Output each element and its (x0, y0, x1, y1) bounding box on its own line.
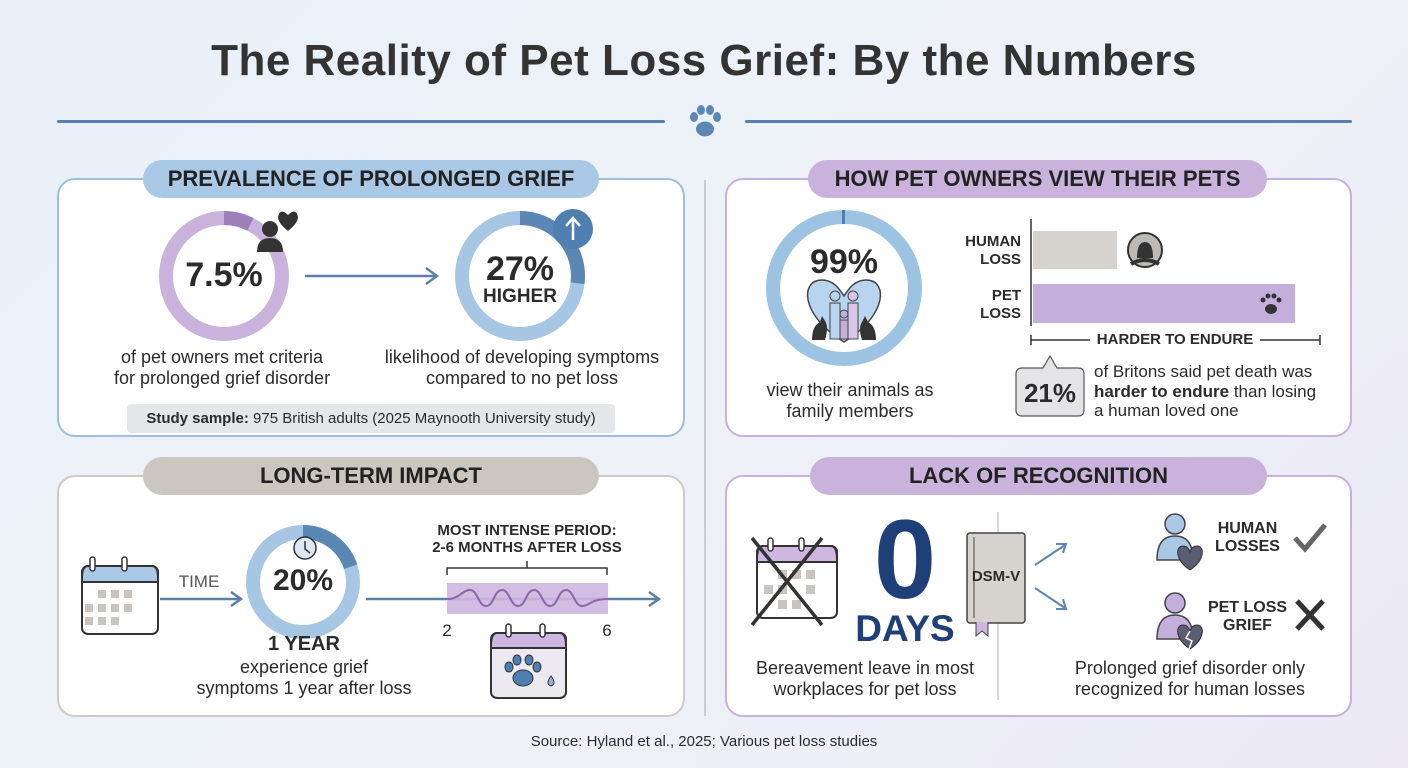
person-icon (1127, 232, 1163, 268)
broken-heart-person-icon (257, 211, 298, 252)
stat-20-caption: experience grief symptoms 1 year after lo… (196, 657, 412, 698)
person-heart-icon (1156, 513, 1203, 571)
family-heart-icon (806, 279, 882, 343)
stat-7-5: 7.5% (185, 256, 263, 294)
bracket (446, 561, 608, 575)
wave (446, 588, 609, 608)
donut-27-segment (455, 211, 585, 341)
stat-21-caption: of Britons said pet death was harder to e… (1094, 362, 1317, 420)
check-icon (1293, 523, 1327, 553)
view-header: HOW PET OWNERS VIEW THEIR PETS (808, 160, 1267, 198)
title-divider-left (57, 120, 665, 123)
dsm-caption: Prolonged grief disorder only recognized … (1074, 658, 1306, 699)
person-broken-heart-icon (1156, 592, 1203, 650)
days-value: 0 (873, 497, 937, 622)
stat-99-caption: view their animals as family members (766, 380, 934, 421)
prevalence-header: PREVALENCE OF PROLONGED GRIEF (143, 160, 599, 198)
callout-box (1015, 354, 1085, 417)
intense-period-band (447, 583, 608, 614)
title-divider-right (745, 120, 1352, 123)
bar-label-pet: PET LOSS (980, 287, 1021, 322)
stat-99: 99% (809, 243, 879, 281)
bar-pet-loss (1033, 284, 1295, 323)
bar-human-loss (1033, 231, 1117, 269)
stat-27-caption: likelihood of developing symptoms compare… (384, 347, 660, 388)
stat-21: 21% (1023, 378, 1077, 408)
pet-loss-grief-label: PET LOSS GRIEF (1207, 599, 1288, 634)
calendar-paw-icon (490, 623, 567, 699)
stat-20: 20% (272, 564, 334, 597)
stat-27-sub: HIGHER (483, 286, 557, 307)
time-label: TIME (178, 572, 220, 591)
bar-label-human: HUMAN LOSS (965, 233, 1021, 268)
axis-label: HARDER TO ENDURE (1096, 331, 1254, 348)
book-label: DSM-V (971, 568, 1021, 585)
stat-27: 27% (485, 250, 555, 288)
book-icon (966, 532, 1026, 638)
bereavement-caption: Bereavement leave in most workplaces for … (755, 658, 975, 699)
clock-icon (293, 536, 317, 560)
stat-20-title: 1 YEAR (268, 633, 340, 655)
intense-period-label: MOST INTENSE PERIOD: 2-6 MONTHS AFTER LOS… (432, 522, 622, 556)
human-losses-label: HUMAN LOSSES (1215, 520, 1280, 555)
donut-7-5-segment (159, 211, 289, 341)
recognition-header: LACK OF RECOGNITION (810, 457, 1267, 495)
x-icon (1295, 599, 1325, 631)
crossed-calendar-icon (750, 536, 838, 627)
study-sample-note: Study sample: 975 British adults (2025 M… (127, 404, 615, 433)
page-title: The Reality of Pet Loss Grief: By the Nu… (211, 36, 1197, 85)
arrow-up-icon (553, 209, 593, 249)
tick-6: 6 (602, 621, 612, 640)
longterm-header: LONG-TERM IMPACT (143, 457, 599, 495)
paw-icon (1260, 293, 1282, 314)
center-divider (704, 180, 706, 716)
donut-20-segment (246, 525, 360, 639)
source-note: Source: Hyland et al., 2025; Various pet… (530, 733, 878, 750)
tick-2: 2 (442, 621, 452, 640)
calendar-icon (81, 556, 159, 635)
stat-7-5-caption: of pet owners met criteria for prolonged … (113, 347, 331, 388)
days-label: DAYS (855, 608, 955, 649)
paw-icon (690, 105, 721, 137)
